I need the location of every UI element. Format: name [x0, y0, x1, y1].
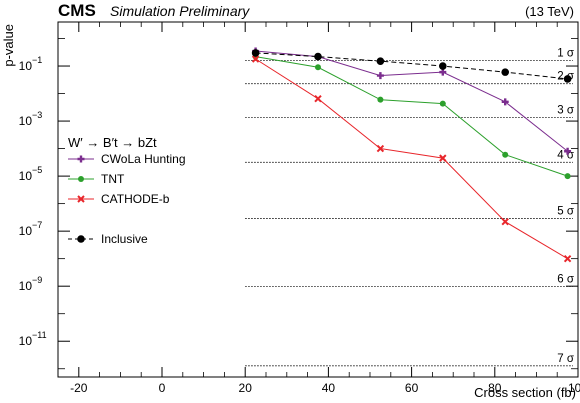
data-point — [563, 75, 572, 83]
data-point — [251, 55, 260, 63]
cms-label: CMS — [58, 1, 96, 20]
series-line — [255, 58, 568, 260]
significance-label: 6 σ — [557, 273, 574, 285]
x-axis-title: Cross section (fb) — [474, 385, 576, 400]
x-tick-label: 60 — [405, 381, 419, 395]
data-point — [501, 218, 509, 226]
legend-label: CATHODE-b — [101, 192, 170, 206]
series-markers — [251, 47, 572, 263]
axis-ticks: -2002040608010010−110−310−510−710−910−11 — [19, 22, 580, 395]
x-tick-label: 80 — [488, 381, 502, 395]
legend-marker — [77, 195, 85, 203]
data-point — [251, 49, 260, 57]
y-tick-label: 10 — [19, 279, 33, 293]
data-point — [502, 151, 509, 158]
significance-label: 1 σ — [557, 47, 574, 59]
x-tick-label: 100 — [568, 381, 580, 395]
legend: W′ → B′t → bZt CWoLa Hunting TNT CATHODE-b… — [68, 135, 186, 246]
series-lines — [255, 50, 568, 260]
y-tick-exponent: −9 — [32, 275, 42, 285]
y-tick-exponent: −7 — [32, 220, 42, 230]
data-point — [314, 94, 322, 103]
data-point — [377, 96, 384, 103]
x-tick-label: -20 — [70, 381, 88, 395]
data-point — [563, 254, 572, 263]
y-tick-label: 10 — [19, 59, 33, 73]
data-point — [564, 173, 571, 180]
y-tick-exponent: −3 — [32, 110, 42, 120]
legend-label: CWoLa Hunting — [101, 152, 186, 166]
x-tick-label: 0 — [159, 381, 166, 395]
data-point — [501, 98, 509, 106]
legend-marker — [77, 155, 85, 163]
y-tick-exponent: −1 — [32, 55, 42, 65]
significance-lines: 1 σ2 σ3 σ4 σ5 σ6 σ7 σ — [245, 47, 574, 367]
legend-marker — [77, 235, 85, 243]
data-point — [439, 100, 446, 107]
data-point — [376, 72, 384, 80]
significance-label: 5 σ — [557, 206, 574, 218]
x-tick-label: 20 — [239, 381, 253, 395]
x-tick-label: 40 — [322, 381, 336, 395]
plot-frame — [57, 21, 579, 378]
y-axis-title: p-value — [1, 24, 16, 67]
data-point — [501, 68, 510, 76]
data-point — [439, 62, 447, 70]
legend-label: TNT — [101, 172, 125, 186]
series-line — [255, 52, 568, 80]
legend-entries: CWoLa Hunting TNT CATHODE-b Inclusive — [68, 152, 186, 246]
data-point — [314, 52, 322, 61]
legend-label: Inclusive — [101, 232, 148, 246]
y-tick-label: 10 — [19, 169, 33, 183]
y-tick-exponent: −5 — [32, 165, 42, 175]
significance-label: 3 σ — [557, 104, 574, 116]
data-point — [376, 57, 385, 65]
data-point — [564, 147, 572, 155]
legend-marker — [78, 176, 84, 182]
y-tick-exponent: −11 — [32, 330, 47, 340]
y-tick-label: 10 — [19, 114, 33, 128]
data-point — [376, 144, 385, 153]
significance-label: 7 σ — [557, 353, 574, 365]
series-line — [255, 56, 568, 177]
energy-label: (13 TeV) — [525, 4, 574, 19]
legend-title: W′ → B′t → bZt — [68, 135, 157, 150]
data-point — [439, 154, 447, 162]
y-tick-label: 10 — [19, 334, 33, 348]
simulation-preliminary-label: Simulation Preliminary — [110, 3, 250, 19]
data-point — [315, 64, 321, 71]
y-tick-label: 10 — [19, 224, 33, 238]
